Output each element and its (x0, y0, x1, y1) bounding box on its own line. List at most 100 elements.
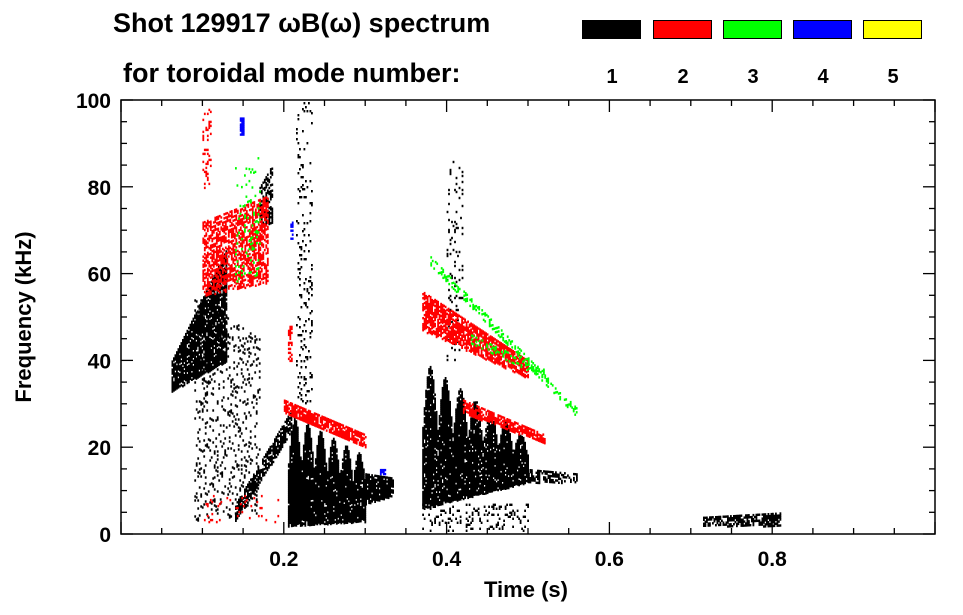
spectral-point-mode-1 (302, 468, 305, 471)
spectral-point-mode-1 (292, 462, 295, 465)
spectral-point-mode-1 (437, 441, 439, 445)
spectral-point-mode-1 (251, 488, 254, 491)
spectral-point-mode-1 (386, 486, 388, 489)
spectral-point-mode-1 (355, 514, 358, 518)
spectral-point-mode-1 (426, 478, 429, 481)
spectral-point-mode-1 (310, 451, 313, 455)
feature-mode-1 (171, 250, 228, 393)
spectral-point-mode-1 (429, 409, 432, 413)
spectral-point-mode-1 (204, 301, 207, 304)
spectral-point-mode-1 (254, 425, 257, 428)
spectral-point-mode-1 (213, 322, 216, 326)
spectral-point-mode-1 (423, 445, 426, 448)
spectral-point-mode-1 (171, 386, 174, 389)
spectral-point-mode-1 (369, 485, 372, 489)
spectral-point-mode-1 (265, 194, 268, 197)
spectral-point-mode-1 (331, 471, 334, 475)
spectral-point-mode-1 (286, 420, 288, 423)
spectral-point-mode-1 (425, 465, 427, 469)
spectral-point-mode-1 (213, 306, 216, 310)
spectral-point-mode-1 (233, 361, 236, 364)
spectral-point-mode-1 (364, 519, 367, 522)
spectral-point-mode-1 (302, 188, 304, 191)
spectral-point-mode-1 (349, 482, 352, 485)
spectral-point-mode-1 (326, 487, 329, 490)
spectral-point-mode-1 (206, 391, 209, 394)
spectral-point-mode-1 (338, 490, 341, 494)
spectral-point-mode-1 (197, 314, 199, 317)
spectral-point-mode-1 (316, 446, 319, 450)
spectral-point-mode-1 (299, 502, 302, 505)
spectral-point-mode-1 (201, 305, 204, 308)
spectral-point-mode-1 (206, 346, 208, 349)
spectral-point-mode-1 (182, 367, 184, 370)
spectral-point-mode-1 (361, 499, 364, 503)
spectral-point-mode-1 (386, 476, 388, 479)
spectral-point-mode-1 (358, 476, 361, 479)
spectral-point-mode-1 (440, 413, 442, 416)
spectral-point-mode-1 (216, 454, 219, 457)
spectral-point-mode-1 (425, 437, 427, 441)
spectral-point-mode-1 (198, 304, 201, 307)
spectral-point-mode-1 (269, 170, 272, 173)
spectral-point-mode-1 (432, 475, 435, 478)
spectral-point-mode-1 (308, 292, 310, 295)
spectral-point-mode-1 (296, 456, 299, 459)
spectral-point-mode-1 (290, 424, 293, 427)
spectral-point-mode-1 (334, 496, 337, 500)
spectral-point-mode-1 (426, 442, 429, 445)
spectral-point-mode-1 (171, 384, 174, 387)
spectral-point-mode-1 (334, 456, 337, 460)
spectral-point-mode-1 (200, 303, 203, 306)
spectral-point-mode-1 (275, 455, 278, 459)
spectral-point-mode-1 (428, 466, 430, 469)
spectral-point-mode-1 (224, 359, 226, 362)
spectral-point-mode-1 (302, 480, 305, 483)
spectral-point-mode-1 (308, 511, 311, 515)
spectral-point-mode-1 (222, 344, 225, 347)
spectral-point-mode-1 (371, 496, 373, 499)
spectral-point-mode-1 (337, 487, 340, 490)
spectral-point-mode-1 (198, 351, 201, 354)
spectral-point-mode-1 (206, 353, 209, 356)
spectral-point-mode-1 (215, 351, 217, 355)
spectral-point-mode-1 (256, 484, 258, 487)
spectral-point-mode-1 (281, 441, 284, 445)
spectral-point-mode-1 (186, 341, 189, 345)
spectral-point-mode-1 (314, 508, 317, 511)
spectral-point-mode-1 (331, 497, 334, 501)
spectral-point-mode-1 (335, 482, 338, 485)
spectral-point-mode-1 (313, 485, 316, 488)
spectral-point-mode-1 (195, 343, 198, 346)
spectral-point-mode-1 (305, 330, 307, 333)
spectral-point-mode-1 (310, 489, 313, 493)
spectral-point-mode-1 (295, 446, 298, 449)
spectral-point-mode-1 (260, 204, 263, 207)
spectral-point-mode-1 (293, 428, 296, 431)
spectral-point-mode-1 (347, 464, 350, 467)
spectral-point-mode-1 (429, 425, 432, 429)
spectral-point-mode-1 (323, 514, 326, 518)
spectral-point-mode-1 (350, 481, 353, 485)
spectral-point-mode-1 (269, 447, 272, 451)
spectral-point-mode-1 (302, 230, 304, 233)
spectral-point-mode-1 (438, 494, 441, 498)
spectral-point-mode-1 (338, 498, 341, 502)
spectral-point-mode-1 (192, 327, 195, 330)
spectral-point-mode-1 (257, 347, 260, 350)
spectral-point-mode-1 (292, 478, 295, 481)
spectral-point-mode-1 (355, 502, 358, 506)
spectral-point-mode-1 (256, 478, 258, 481)
spectral-point-mode-1 (322, 498, 325, 501)
spectral-point-mode-1 (304, 454, 307, 457)
spectral-point-mode-1 (195, 313, 198, 316)
spectral-point-mode-1 (428, 446, 430, 449)
spectral-point-mode-1 (435, 460, 438, 464)
spectral-point-mode-1 (438, 466, 441, 470)
spectral-point-mode-1 (429, 495, 432, 499)
spectral-point-mode-1 (295, 476, 298, 479)
spectral-point-mode-1 (389, 480, 391, 484)
spectral-point-mode-1 (269, 445, 272, 449)
spectral-point-mode-1 (251, 478, 254, 481)
spectral-point-mode-1 (422, 440, 424, 444)
